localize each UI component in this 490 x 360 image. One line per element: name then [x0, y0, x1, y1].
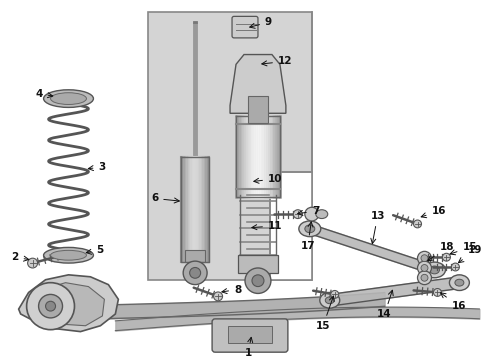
Circle shape [305, 207, 319, 221]
Ellipse shape [299, 221, 321, 237]
Text: 17: 17 [300, 222, 315, 251]
Circle shape [414, 220, 421, 228]
Circle shape [417, 251, 432, 265]
Text: 18: 18 [428, 242, 454, 261]
Circle shape [214, 292, 222, 301]
Ellipse shape [320, 292, 340, 308]
Text: 9: 9 [250, 17, 272, 28]
Ellipse shape [325, 297, 334, 304]
Circle shape [39, 294, 63, 318]
Circle shape [451, 263, 460, 271]
Circle shape [183, 261, 207, 285]
Ellipse shape [50, 250, 86, 260]
Polygon shape [310, 224, 435, 275]
Circle shape [46, 301, 55, 311]
Text: 5: 5 [86, 246, 104, 255]
Text: 3: 3 [88, 162, 106, 172]
Circle shape [331, 291, 339, 298]
Polygon shape [30, 283, 104, 326]
Text: 16: 16 [441, 293, 466, 311]
Circle shape [245, 268, 271, 293]
Text: 14: 14 [377, 290, 393, 319]
Circle shape [421, 274, 428, 281]
Circle shape [252, 275, 264, 287]
FancyBboxPatch shape [248, 96, 268, 123]
Ellipse shape [50, 93, 86, 104]
Circle shape [421, 265, 428, 271]
Polygon shape [230, 55, 286, 113]
Ellipse shape [455, 279, 464, 286]
Text: 8: 8 [222, 284, 241, 294]
FancyBboxPatch shape [238, 255, 278, 273]
Polygon shape [270, 172, 312, 280]
Text: 16: 16 [421, 206, 446, 218]
Text: 15: 15 [316, 296, 334, 331]
Circle shape [294, 210, 302, 219]
Text: 15: 15 [450, 242, 477, 255]
Text: 1: 1 [245, 337, 253, 358]
Circle shape [434, 288, 441, 296]
Ellipse shape [316, 210, 328, 219]
Text: 2: 2 [11, 252, 29, 262]
Circle shape [27, 258, 38, 268]
FancyBboxPatch shape [212, 319, 288, 352]
Text: 19: 19 [459, 246, 482, 263]
Polygon shape [19, 275, 119, 332]
Text: 12: 12 [262, 57, 293, 66]
Text: 11: 11 [252, 221, 282, 231]
Text: 13: 13 [370, 211, 385, 244]
Circle shape [26, 283, 74, 330]
Text: 4: 4 [35, 89, 53, 99]
Ellipse shape [44, 247, 94, 263]
Ellipse shape [44, 90, 94, 107]
Circle shape [417, 261, 432, 275]
FancyBboxPatch shape [228, 326, 272, 343]
Circle shape [417, 271, 432, 285]
Text: 7: 7 [298, 206, 319, 216]
FancyBboxPatch shape [185, 250, 205, 262]
Text: 6: 6 [151, 193, 179, 203]
FancyBboxPatch shape [148, 13, 312, 280]
Text: 10: 10 [254, 174, 282, 184]
Circle shape [442, 253, 450, 261]
Circle shape [190, 267, 200, 278]
Polygon shape [330, 277, 460, 306]
Ellipse shape [449, 275, 469, 291]
Ellipse shape [429, 266, 440, 274]
Ellipse shape [423, 262, 445, 278]
Circle shape [421, 255, 428, 262]
FancyBboxPatch shape [232, 16, 258, 38]
Ellipse shape [305, 225, 315, 233]
